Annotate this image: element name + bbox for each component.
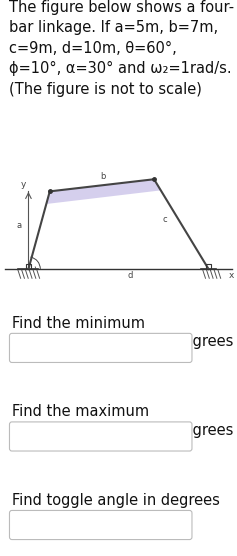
- FancyBboxPatch shape: [9, 510, 192, 539]
- Text: c: c: [162, 215, 167, 224]
- Text: y: y: [21, 180, 26, 188]
- Text: Find the minimum
transmission angle in degrees: Find the minimum transmission angle in d…: [12, 316, 233, 349]
- Text: b: b: [100, 171, 106, 181]
- Text: d: d: [128, 271, 133, 280]
- Text: a: a: [16, 221, 22, 230]
- Text: The figure below shows a four-
bar linkage. If a=5m, b=7m,
c=9m, d=10m, θ=60°,
ϕ: The figure below shows a four- bar linka…: [9, 0, 235, 97]
- Polygon shape: [46, 179, 161, 204]
- Text: x: x: [228, 271, 234, 280]
- FancyBboxPatch shape: [9, 422, 192, 451]
- Text: Find the maximum
transmission angle in degrees: Find the maximum transmission angle in d…: [12, 404, 233, 438]
- FancyBboxPatch shape: [9, 334, 192, 363]
- Text: Find toggle angle in degrees: Find toggle angle in degrees: [12, 493, 220, 508]
